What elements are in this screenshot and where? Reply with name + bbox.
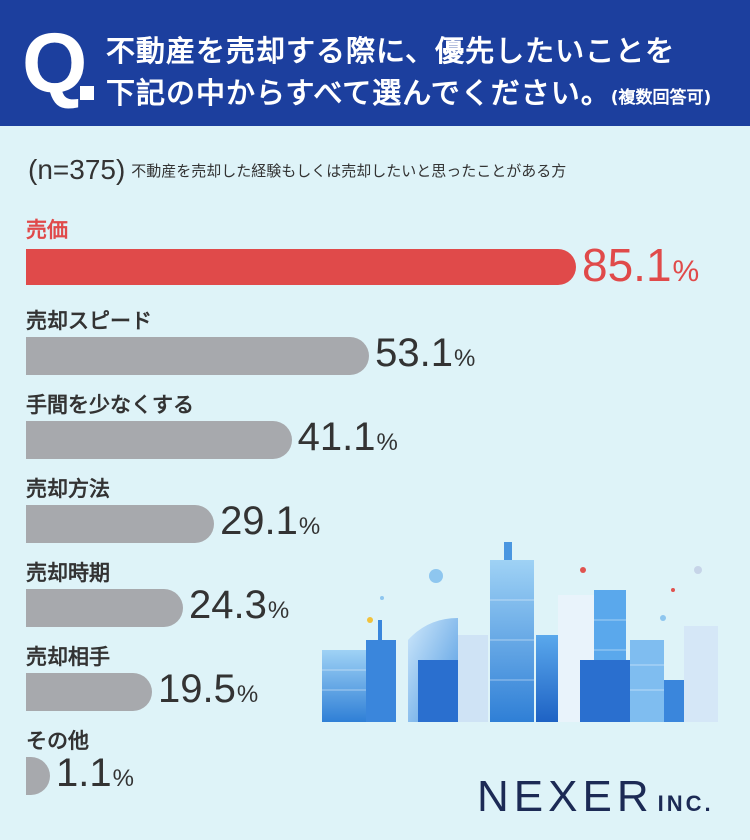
bar-value-label: 85.1% xyxy=(582,238,699,292)
city-dots xyxy=(367,566,702,623)
bar-value-label: 1.1% xyxy=(56,751,134,796)
sample-size: (n=375) xyxy=(28,154,126,185)
bar-value-label: 29.1% xyxy=(220,499,320,544)
bar xyxy=(26,589,184,627)
bar-value-label: 53.1% xyxy=(375,331,475,376)
bar-label: 手間を少なくする xyxy=(26,393,194,417)
bar-value-label: 24.3% xyxy=(189,583,289,628)
bar-value-number: 41.1 xyxy=(297,415,376,460)
bar-value-unit: % xyxy=(267,597,290,625)
bar xyxy=(26,337,370,375)
bar-value-number: 53.1 xyxy=(375,331,454,376)
multiple-answer-note: (複数回答可) xyxy=(610,88,712,108)
bar xyxy=(26,505,215,543)
bar-value-label: 41.1% xyxy=(298,415,398,460)
logo-main-text: NEXER xyxy=(477,772,654,821)
bar-label: 売却相手 xyxy=(26,645,110,669)
bar-value-number: 29.1 xyxy=(220,499,298,544)
bar-label: 売却時期 xyxy=(26,561,110,585)
question-line-2-text: 下記の中からすべて選んでください。 xyxy=(106,76,611,110)
bar-value-number: 19.5 xyxy=(158,667,236,712)
question-line-1: 不動産を売却する際に、優先したいことを xyxy=(106,34,676,68)
bar-value-number: 24.3 xyxy=(189,583,267,628)
bar-value-label: 19.5% xyxy=(158,667,258,712)
nexer-logo: NEXER INC. xyxy=(477,772,714,822)
bar-label: 売却方法 xyxy=(26,477,110,501)
q-letter: Q xyxy=(22,16,88,110)
bar-value-unit: % xyxy=(298,513,321,541)
bar-label: その他 xyxy=(26,729,89,753)
bar-label: 売却スピード xyxy=(26,309,152,333)
bar xyxy=(26,673,153,711)
bar-value-unit: % xyxy=(454,345,476,373)
bar-value-number: 1.1 xyxy=(56,751,112,796)
bar-value-unit: % xyxy=(376,429,398,457)
bar xyxy=(26,249,576,285)
question-line-2: 下記の中からすべて選んでください。(複数回答可) xyxy=(106,70,711,112)
bar-value-unit: % xyxy=(112,765,134,793)
question-header: Q 不動産を売却する際に、優先したいことを 下記の中からすべて選んでください。(… xyxy=(0,0,750,126)
bar-value-unit: % xyxy=(672,255,700,289)
logo-sub-text: INC. xyxy=(657,791,714,816)
q-dot xyxy=(80,86,94,100)
bar-label: 売価 xyxy=(26,218,68,242)
bar-value-unit: % xyxy=(236,681,259,709)
sample-info: (n=375) 不動産を売却した経験もしくは売却したいと思ったことがある方 xyxy=(28,154,566,186)
bar-value-number: 85.1 xyxy=(582,239,672,292)
city-illustration xyxy=(322,542,718,722)
sample-description: 不動産を売却した経験もしくは売却したいと思ったことがある方 xyxy=(131,161,567,180)
bar xyxy=(26,421,292,459)
bar xyxy=(26,757,50,795)
